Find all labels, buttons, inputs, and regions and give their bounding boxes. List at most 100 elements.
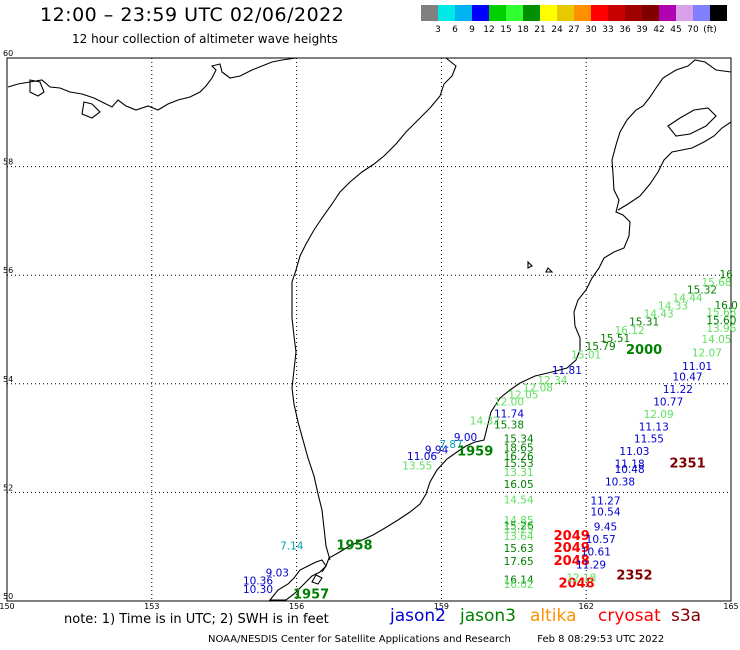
wave-height-label: 12.34 bbox=[537, 375, 567, 387]
okhotsk-north-coastline bbox=[7, 57, 297, 111]
wave-height-label: 10.48 bbox=[615, 464, 645, 476]
wave-height-label: 10.61 bbox=[581, 546, 611, 558]
wave-height-label: 12.00 bbox=[494, 397, 524, 409]
legend-altika: altika bbox=[530, 606, 577, 626]
wave-height-label: 16.14 bbox=[504, 575, 534, 587]
wave-height-label: 11.06 bbox=[407, 451, 437, 463]
wave-height-label: 15.34 bbox=[504, 433, 534, 445]
longitude-tick-label: 156 bbox=[289, 602, 304, 611]
wave-height-label: 14.54 bbox=[504, 494, 534, 506]
wave-height-label: 15.53 bbox=[504, 458, 534, 470]
colorbar-swatch bbox=[506, 5, 523, 21]
wave-height-label: 7.14 bbox=[280, 540, 304, 552]
colorbar-label: 36 bbox=[619, 25, 631, 35]
wave-height-label: 9.00 bbox=[454, 432, 477, 444]
map-title: 12:00 – 23:59 UTC 02/06/2022 bbox=[40, 4, 345, 26]
wave-height-label: 14.32 bbox=[470, 416, 500, 428]
wave-height-label: 11.27 bbox=[590, 495, 620, 507]
wave-height-label: 7.87 bbox=[439, 439, 462, 451]
wave-height-label: 10.30 bbox=[243, 584, 273, 596]
wave-height-label: 9.94 bbox=[425, 444, 449, 456]
wave-height-label: 12.18 bbox=[566, 572, 596, 584]
wave-height-label: 11.81 bbox=[552, 365, 582, 377]
map-frame bbox=[6, 57, 732, 602]
wave-height-label: 13.96 bbox=[706, 323, 736, 335]
wave-height-label: 15.68 bbox=[701, 277, 731, 289]
wave-height-label: 16.26 bbox=[504, 451, 534, 463]
longitude-tick-label: 153 bbox=[144, 602, 159, 611]
legend-jason2: jason2 bbox=[390, 606, 446, 626]
latitude-tick-label: 56 bbox=[3, 266, 13, 275]
colorbar-swatch bbox=[455, 5, 472, 21]
colorbar-swatch bbox=[676, 5, 693, 21]
wave-height-label: 11.29 bbox=[576, 559, 606, 571]
wave-height-label: 11.18 bbox=[615, 458, 645, 470]
coastline bbox=[7, 57, 732, 601]
wave-height-label: 12.08 bbox=[523, 382, 553, 394]
colorbar-label: 70 bbox=[687, 25, 699, 35]
wave-height-label: 16.02 bbox=[504, 579, 534, 591]
colorbar-swatch bbox=[472, 5, 489, 21]
wave-height-label: 17.65 bbox=[504, 556, 534, 568]
pass-time-label: 1959 bbox=[457, 444, 493, 459]
pass-time-label: 2352 bbox=[616, 568, 652, 583]
wave-height-label: 15.26 bbox=[504, 520, 534, 532]
colorbar-label: 21 bbox=[534, 25, 546, 35]
longitude-tick-label: 165 bbox=[723, 602, 738, 611]
colorbar-label: (ft) bbox=[703, 25, 717, 35]
wave-height-label: 12.05 bbox=[508, 389, 538, 401]
pass-time-label: 2000 bbox=[626, 343, 662, 358]
latitude-tick-label: 54 bbox=[3, 375, 13, 384]
colorbar-swatch bbox=[489, 5, 506, 21]
wave-height-label: 10.77 bbox=[653, 397, 683, 409]
colorbar-label: 9 bbox=[469, 25, 475, 35]
wave-height-label: 15.51 bbox=[600, 333, 630, 345]
wave-height-label: 10.54 bbox=[590, 507, 620, 519]
colorbar-label: 18 bbox=[517, 25, 529, 35]
wave-height-label: 14.85 bbox=[504, 515, 534, 527]
colorbar-label: 3 bbox=[435, 25, 441, 35]
wave-height-label: 18.65 bbox=[504, 443, 534, 455]
wave-height-label: 15.63 bbox=[504, 543, 534, 555]
colorbar-swatch bbox=[540, 5, 557, 21]
wave-height-label: 10.47 bbox=[673, 372, 703, 384]
northeast-coastline bbox=[617, 121, 732, 211]
colorbar-label: 30 bbox=[585, 25, 597, 35]
wave-height-label: 10.36 bbox=[243, 576, 273, 588]
colorbar-swatch bbox=[608, 5, 625, 21]
colorbar-swatch bbox=[574, 5, 591, 21]
pass-time-label: 1957 bbox=[293, 587, 329, 602]
colorbar-label: 42 bbox=[653, 25, 665, 35]
map-footer: NOAA/NESDIS Center for Satellite Applica… bbox=[208, 634, 664, 645]
pass-time-label: 2048 bbox=[554, 554, 590, 569]
wave-height-label: 9.45 bbox=[594, 521, 617, 533]
longitude-tick-label: 150 bbox=[0, 602, 15, 611]
wave-height-label: 15.60 bbox=[706, 315, 736, 327]
map-subtitle: 12 hour collection of altimeter wave hei… bbox=[72, 32, 338, 46]
longitude-tick-label: 159 bbox=[434, 602, 449, 611]
wave-height-label: 15.38 bbox=[494, 419, 524, 431]
wave-height-label: 16 bbox=[719, 269, 733, 281]
colorbar-swatch bbox=[642, 5, 659, 21]
wave-height-observations: 1615.6815.3214.4414.3314.4315.3116.1215.… bbox=[243, 269, 738, 602]
legend-cryosat: cryosat bbox=[598, 606, 661, 626]
wave-height-label: 11.74 bbox=[494, 408, 524, 420]
colorbar-swatch bbox=[659, 5, 676, 21]
pass-time-label: 2048 bbox=[558, 576, 594, 591]
colorbar-label: 6 bbox=[452, 25, 458, 35]
colorbar-swatch bbox=[591, 5, 608, 21]
latitude-tick-label: 58 bbox=[3, 158, 13, 167]
okhotsk-northeast-coastline bbox=[291, 57, 457, 561]
colorbar-swatch bbox=[557, 5, 574, 21]
wave-height-label: 16.12 bbox=[615, 325, 645, 337]
wave-height-label: 9.03 bbox=[266, 568, 289, 580]
colorbar-swatch bbox=[438, 5, 455, 21]
footer-agency: NOAA/NESDIS Center for Satellite Applica… bbox=[208, 634, 511, 645]
wave-height-label: 12.07 bbox=[692, 348, 722, 360]
kamchatka-coastline bbox=[321, 59, 732, 573]
colorbar-label: 24 bbox=[551, 25, 563, 35]
wave-height-label: 13.31 bbox=[504, 467, 534, 479]
wave-height-label: 13.25 bbox=[504, 524, 534, 536]
